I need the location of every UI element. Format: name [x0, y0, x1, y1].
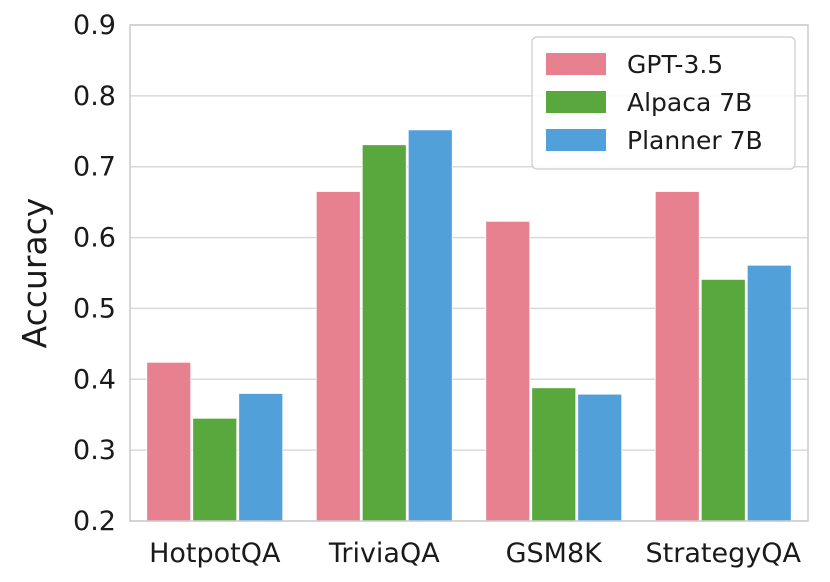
bar-alpaca-7b-hotpotqa: [192, 417, 238, 522]
legend-label: Planner 7B: [627, 126, 763, 155]
y-tick-label: 0.2: [73, 506, 116, 537]
bar-gpt-3-5-triviaqa: [315, 191, 361, 522]
x-tick-label: TriviaQA: [328, 538, 440, 569]
bar-gpt-3-5-hotpotqa: [146, 361, 192, 522]
y-tick-label: 0.6: [73, 223, 116, 254]
legend-swatch-planner-7b: [546, 129, 606, 151]
x-tick-label: HotpotQA: [149, 538, 281, 569]
bar-gpt-3-5-strategyqa: [654, 191, 700, 522]
y-tick-label: 0.8: [73, 81, 116, 112]
bar-planner-7b-triviaqa: [407, 129, 453, 522]
y-axis-label: Accuracy: [15, 198, 54, 349]
x-tick-label: GSM8K: [506, 538, 604, 569]
legend-swatch-gpt-3-5: [546, 53, 606, 75]
legend-label: GPT-3.5: [627, 50, 723, 79]
legend: GPT-3.5 Alpaca 7B Planner 7B: [531, 36, 796, 170]
y-axis-ticks: 0.2 0.3 0.4 0.5 0.6 0.7 0.8 0.9: [73, 10, 116, 537]
bar-alpaca-7b-gsm8k: [531, 387, 577, 522]
plot-frame: [129, 24, 809, 522]
y-tick-label: 0.4: [73, 364, 116, 395]
bar-alpaca-7b-strategyqa: [700, 278, 746, 522]
bar-planner-7b-hotpotqa: [238, 393, 284, 522]
bar-gpt-3-5-gsm8k: [485, 220, 531, 522]
legend-label: Alpaca 7B: [627, 88, 752, 117]
y-tick-label: 0.3: [73, 435, 116, 466]
bars: [146, 129, 792, 522]
legend-swatch-alpaca-7b: [546, 91, 606, 113]
bar-planner-7b-strategyqa: [746, 264, 792, 522]
bar-alpaca-7b-triviaqa: [361, 144, 407, 522]
x-axis-ticks: HotpotQA TriviaQA GSM8K StrategyQA: [149, 538, 801, 569]
bar-planner-7b-gsm8k: [577, 393, 623, 522]
y-tick-label: 0.5: [73, 293, 116, 324]
x-tick-label: StrategyQA: [646, 538, 802, 569]
y-tick-label: 0.9: [73, 10, 116, 41]
y-tick-label: 0.7: [73, 152, 116, 183]
